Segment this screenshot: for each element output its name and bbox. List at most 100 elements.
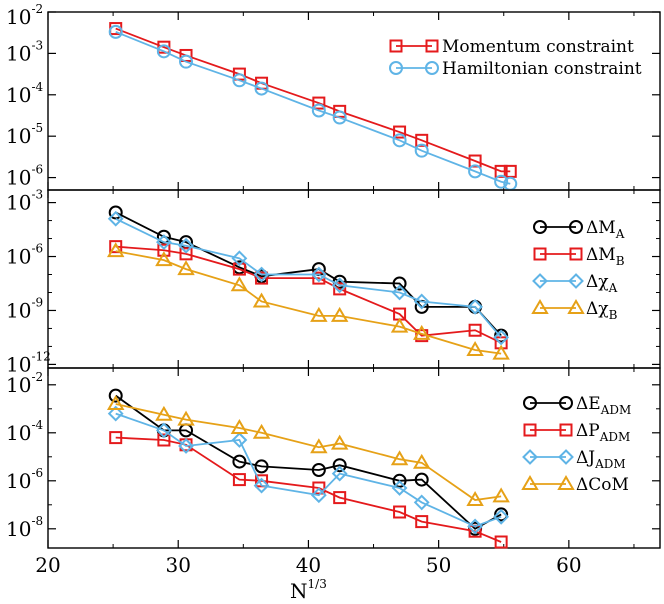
data-point — [108, 388, 123, 403]
series-ΔJ_ADM — [107, 405, 510, 535]
data-point — [108, 205, 123, 220]
y-tick-label: 10-3 — [6, 38, 43, 65]
legend-label: ΔEADM — [576, 394, 631, 417]
data-point — [311, 463, 326, 477]
data-point — [252, 292, 271, 308]
legend-marker — [522, 449, 538, 465]
data-point — [414, 143, 429, 158]
series-ΔM_B — [109, 240, 508, 350]
data-point — [157, 243, 171, 257]
legend-label: Momentum constraint — [442, 37, 634, 57]
legend-marker — [425, 39, 439, 53]
legend-label-sub: A — [608, 281, 618, 295]
data-point — [310, 266, 327, 283]
panel-adm: 10-2 10-4 10-6 10-8 ΔEADM ΔPADM ΔJADM ΔCoM — [6, 367, 661, 549]
data-point — [390, 450, 409, 466]
data-point — [493, 508, 510, 525]
y-tick-label: 10-2 — [6, 2, 43, 29]
x-tick-label: 50 — [426, 553, 451, 577]
data-point — [392, 276, 407, 291]
data-point — [393, 125, 407, 139]
data-point — [494, 535, 508, 549]
series-line — [115, 31, 511, 185]
x-axis-label: N1/3 — [290, 577, 327, 603]
legend-marker — [559, 396, 573, 410]
legend-label-sub: B — [616, 254, 625, 268]
data-point — [413, 494, 430, 511]
data-point — [255, 271, 269, 285]
data-point — [331, 277, 348, 294]
series-ΔP_ADM — [109, 431, 508, 549]
data-point — [415, 515, 429, 529]
y-tick-exponent: -4 — [31, 418, 43, 432]
legend-marker — [523, 396, 537, 410]
legend-marker — [569, 247, 583, 261]
data-point — [310, 438, 328, 454]
data-point — [494, 507, 509, 522]
data-point — [494, 174, 509, 189]
y-tick-exponent: -8 — [31, 514, 43, 528]
legend-label: ΔMB — [586, 245, 625, 268]
data-point — [466, 491, 484, 506]
panel-frame — [47, 189, 661, 369]
legend-label: ΔχB — [586, 299, 618, 322]
data-point — [413, 293, 430, 310]
series-line — [115, 436, 502, 543]
legend: ΔMA ΔMB ΔχA ΔχB — [531, 218, 625, 322]
series-Hamiltonian constraint — [108, 24, 518, 191]
legend-marker — [533, 247, 547, 261]
series-Δχ_B — [106, 242, 510, 360]
series-line — [115, 245, 502, 344]
data-point — [493, 329, 510, 346]
legend-marker — [521, 475, 539, 490]
data-point — [155, 405, 173, 421]
data-point — [467, 298, 484, 315]
y-tick-exponent: -9 — [31, 295, 43, 309]
series-line — [115, 394, 502, 530]
legend-label-sub: A — [615, 227, 625, 241]
legend-marker — [569, 220, 583, 234]
y-tick-exponent: -2 — [31, 370, 43, 384]
y-tick-label: 10-8 — [6, 514, 43, 541]
legend-marker — [532, 273, 548, 289]
data-point — [156, 44, 171, 59]
y-tick-exponent: -2 — [31, 2, 43, 16]
data-point — [391, 284, 408, 301]
data-point — [333, 491, 347, 505]
y-tick-exponent: -6 — [31, 163, 43, 177]
data-point — [468, 323, 482, 337]
legend-marker — [425, 61, 439, 75]
legend-label: ΔPADM — [576, 421, 630, 444]
y-tick-exponent: -12 — [31, 349, 50, 363]
data-point — [468, 154, 482, 168]
data-point — [312, 96, 326, 110]
legend: ΔEADM ΔPADM ΔJADM ΔCoM — [521, 394, 631, 495]
data-point — [310, 306, 328, 322]
data-point — [179, 247, 193, 261]
data-point — [155, 234, 172, 251]
data-point — [109, 240, 123, 254]
y-tick-label: 10-5 — [6, 121, 43, 148]
series-Δχ_A — [107, 210, 510, 346]
legend-marker — [389, 61, 403, 75]
data-point — [231, 250, 248, 267]
y-tick-exponent: -3 — [31, 188, 43, 202]
legend-label-sub: ADM — [600, 403, 632, 417]
data-point — [109, 431, 123, 445]
y-tick-label: 10-6 — [6, 466, 43, 493]
data-point — [107, 210, 124, 227]
data-point — [392, 133, 407, 148]
data-point — [412, 324, 431, 340]
data-point — [312, 481, 326, 495]
y-tick-label: 10-9 — [6, 295, 43, 322]
data-point — [330, 306, 349, 322]
data-point — [391, 480, 408, 496]
data-point — [492, 487, 510, 503]
data-point — [106, 242, 125, 258]
data-point — [108, 24, 123, 39]
data-point — [178, 438, 194, 454]
legend-marker — [523, 423, 537, 437]
y-tick-exponent: -4 — [31, 80, 43, 94]
panel-constraints: 10-2 10-3 10-4 10-5 10-6 Momentum constraintH… — [6, 2, 661, 191]
data-point — [412, 453, 431, 469]
